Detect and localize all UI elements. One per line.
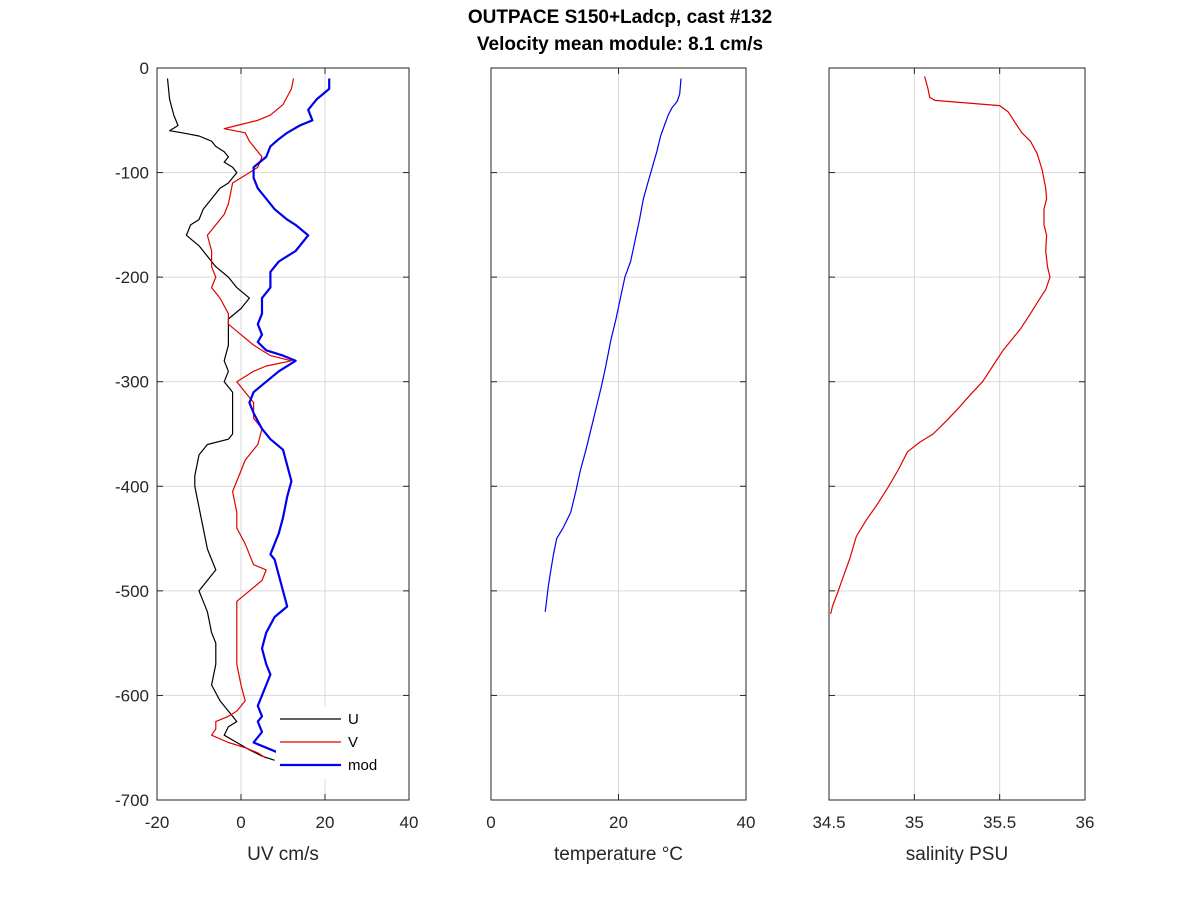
x-tick-label: 40 — [400, 813, 419, 832]
y-tick-label: -300 — [115, 373, 149, 392]
x-tick-label: 20 — [609, 813, 628, 832]
y-tick-label: -500 — [115, 582, 149, 601]
series-line — [544, 78, 682, 612]
legend-label-U: U — [348, 711, 359, 728]
series-line-mod — [248, 78, 331, 754]
x-tick-label: 35.5 — [983, 813, 1016, 832]
y-tick-label: -100 — [115, 164, 149, 183]
x-tick-label: 40 — [737, 813, 756, 832]
axes-box — [828, 67, 1086, 801]
uv-velocity-panel: -20 0 20 400-100-200-300-400-500-600-700UV … — [115, 59, 418, 865]
axes-box — [156, 67, 410, 801]
x-tick-label: 35 — [905, 813, 924, 832]
y-tick-label: -600 — [115, 686, 149, 705]
x-axis-label: temperature °C — [554, 844, 683, 865]
x-tick-label: 0 — [486, 813, 495, 832]
chart-subtitle: Velocity mean module: 8.1 cm/s — [476, 34, 764, 55]
series-line-U — [166, 78, 275, 761]
y-tick-label: 0 — [140, 59, 149, 78]
series-line — [830, 76, 1051, 615]
x-axis-label: salinity PSU — [906, 844, 1008, 865]
chart-title: OUTPACE S150+Ladcp, cast #132 — [467, 7, 773, 28]
x-axis-label: UV cm/s — [247, 844, 319, 865]
y-tick-label: -400 — [115, 477, 149, 496]
legend-label-mod: mod — [348, 757, 377, 774]
plot-area — [157, 68, 409, 800]
temperature-panel: 0 20 40 temperature °C — [486, 67, 756, 865]
y-tick-label: -200 — [115, 268, 149, 287]
legend-label-V: V — [348, 734, 358, 751]
x-tick-label: -20 — [145, 813, 170, 832]
y-tick-label: -700 — [115, 791, 149, 810]
plot-area — [829, 68, 1085, 800]
x-tick-label: 20 — [316, 813, 335, 832]
x-tick-label: 36 — [1076, 813, 1095, 832]
x-tick-label: 34.5 — [812, 813, 845, 832]
salinity-panel: 34.5 35 35.5 36 salinity PSU — [812, 67, 1095, 865]
x-tick-label: 0 — [236, 813, 245, 832]
